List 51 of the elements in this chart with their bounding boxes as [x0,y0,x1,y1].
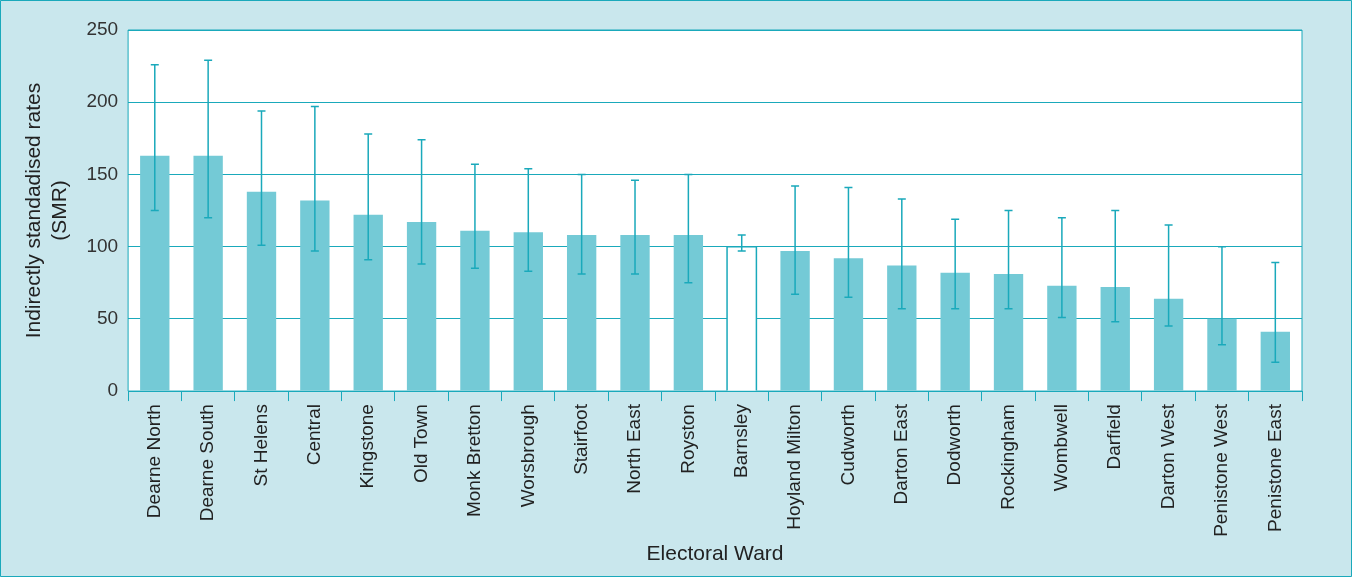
y-tick-label: 0 [107,379,119,401]
bar [300,200,330,391]
bar [620,235,650,391]
y-tick-label: 200 [86,90,119,112]
y-tick-label: 150 [86,162,119,184]
bar [1207,318,1237,391]
bar [940,272,970,391]
bar [1153,298,1184,391]
x-tick-label: Worsbrough [516,404,538,508]
bar [887,265,917,391]
y-tick-label: 50 [96,307,119,329]
y-tick-label: 100 [86,234,119,256]
x-axis-title: Electoral Ward [646,541,784,565]
bar [246,191,277,391]
bar [1100,287,1130,391]
bar [673,235,704,391]
x-tick-label: Cudworth [836,404,858,486]
x-tick-label: Central [303,404,325,466]
x-tick-label: Royston [676,404,698,474]
bar [140,155,170,391]
x-tick-label: Penistone East [1263,403,1285,532]
x-tick-label: Penistone West [1210,403,1232,537]
x-tick-label: Old Town [409,404,431,483]
bar [353,214,383,391]
y-tick-label: 250 [86,18,119,40]
x-tick-label: Hoyland Milton [783,404,805,530]
x-tick-label: Darfield [1103,404,1125,470]
x-tick-label: Dearne North [143,404,165,519]
x-tick-label: Wombwell [1050,404,1072,492]
bar [780,250,810,391]
bar [193,155,223,391]
bar [993,274,1024,391]
x-tick-label: Darton East [890,403,912,505]
bar [1047,285,1077,391]
x-tick-label: Kingstone [356,404,378,489]
x-tick-label: Rockingham [996,404,1018,510]
bar [406,222,437,391]
x-tick-label: Monk Bretton [463,404,485,518]
x-tick-label: Stairfoot [569,403,591,475]
bar [833,258,864,391]
x-tick-label: Dearne South [196,404,218,522]
bar [513,232,543,391]
bar [566,235,597,391]
bar [1260,331,1290,391]
x-tick-label: North East [623,403,645,494]
y-axis-title: Indirectly standadised rates (SMR) [21,82,70,339]
x-tick-label: St Helens [249,404,271,487]
bar [460,230,490,391]
x-tick-label: Dodworth [943,404,965,486]
x-tick-label: Barnsley [729,403,751,478]
x-tick-label: Darton West [1156,403,1178,510]
